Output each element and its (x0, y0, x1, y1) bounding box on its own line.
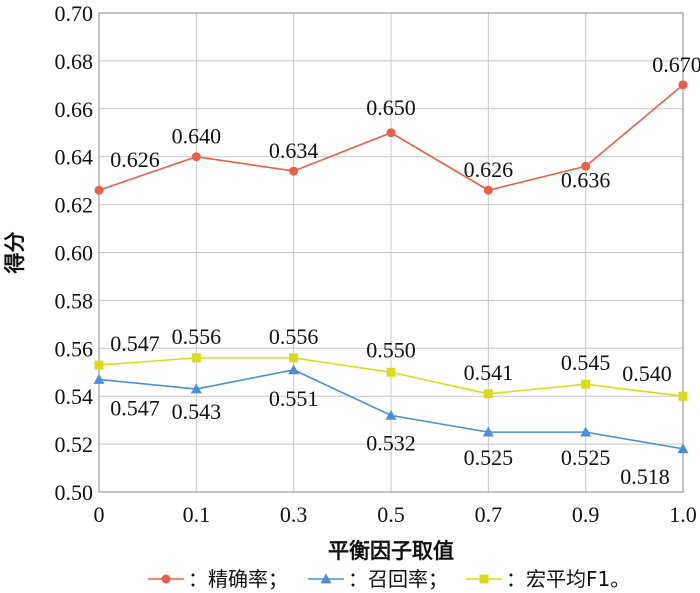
data-point (581, 161, 591, 171)
x-tick-label: 0.9 (572, 502, 600, 527)
data-label: 0.525 (464, 445, 514, 470)
data-label: 0.518 (620, 464, 670, 489)
x-tick-label: 1.0 (669, 502, 697, 527)
data-point (385, 409, 397, 420)
data-point (191, 152, 201, 162)
y-tick-label: 0.56 (55, 336, 94, 361)
data-label: 0.525 (561, 445, 611, 470)
y-tick-label: 0.66 (55, 97, 94, 122)
data-point (191, 353, 201, 363)
data-point (483, 389, 493, 399)
data-point (678, 391, 688, 401)
data-label: 0.547 (110, 331, 160, 356)
legend: ：精确率； ：召回率； ：宏平均F1。 (148, 567, 630, 591)
data-label: 0.550 (366, 337, 416, 362)
data-point (482, 426, 494, 437)
y-tick-label: 0.68 (55, 49, 94, 74)
legend-marker (479, 574, 489, 584)
y-tick-label: 0.50 (55, 480, 94, 505)
legend-item: ：宏平均F1。 (466, 567, 630, 591)
y-axis-title: 得分 (3, 232, 27, 275)
series-2 (94, 353, 688, 401)
y-tick-label: 0.52 (55, 432, 94, 457)
data-labels: 0.626 0.640 0.634 0.650 0.626 0.636 0.670 0.547… (110, 52, 700, 489)
data-point (289, 166, 299, 176)
data-label: 0.556 (172, 324, 222, 349)
data-label: 0.636 (561, 167, 611, 192)
legend-item: ：召回率； (308, 567, 448, 591)
y-tick-label: 0.62 (55, 193, 94, 218)
data-label: 0.634 (269, 138, 319, 163)
data-label: 0.532 (366, 430, 416, 455)
x-tick-label: 0.1 (183, 502, 211, 527)
data-point (581, 379, 591, 389)
data-label: 0.670 (652, 52, 700, 77)
y-tick-label: 0.54 (55, 384, 94, 409)
y-tick-label: 0.70 (55, 1, 94, 26)
data-label: 0.556 (269, 324, 319, 349)
data-point (190, 383, 202, 394)
data-point (580, 426, 592, 437)
data-point (677, 443, 689, 454)
series-0 (94, 80, 688, 195)
data-label: 0.540 (622, 361, 672, 386)
data-label: 0.547 (110, 395, 160, 420)
legend-label: ：召回率； (348, 567, 448, 591)
legend-marker (161, 574, 171, 584)
x-tick-label: 0.7 (475, 502, 503, 527)
data-label: 0.551 (269, 386, 319, 411)
data-label: 0.545 (561, 350, 611, 375)
x-tick-label: 0.5 (377, 502, 405, 527)
data-point (386, 367, 396, 377)
y-tick-label: 0.60 (55, 241, 94, 266)
series-group (93, 80, 689, 454)
legend-item: ：精确率； (148, 567, 288, 591)
series-1 (93, 364, 689, 454)
data-label: 0.626 (110, 147, 160, 172)
data-point (386, 128, 396, 138)
data-point (94, 185, 104, 195)
data-label: 0.626 (464, 157, 514, 182)
data-label: 0.543 (172, 399, 222, 424)
data-point (94, 360, 104, 370)
plot-area (98, 12, 684, 493)
y-tick-label: 0.64 (55, 145, 94, 170)
data-point (289, 353, 299, 363)
data-label: 0.640 (172, 124, 222, 149)
x-tick-label: 0 (94, 502, 105, 527)
x-axis-ticks: 0 0.1 0.3 0.5 0.7 0.9 1.0 (94, 502, 697, 527)
data-point (288, 364, 300, 375)
data-label: 0.541 (464, 360, 514, 385)
data-point (483, 185, 493, 195)
data-point (678, 80, 688, 90)
x-axis-title: 平衡因子取值 (328, 539, 454, 563)
data-label: 0.650 (366, 95, 416, 120)
y-tick-label: 0.58 (55, 288, 94, 313)
x-tick-label: 0.3 (280, 502, 308, 527)
legend-label: ：宏平均F1。 (506, 567, 630, 591)
legend-marker (320, 573, 332, 584)
y-axis-ticks: 0.50 0.52 0.54 0.56 0.58 0.60 0.62 0.64 0.66 0.68… (55, 1, 94, 505)
data-point (93, 373, 105, 384)
legend-label: ：精确率； (188, 567, 288, 591)
